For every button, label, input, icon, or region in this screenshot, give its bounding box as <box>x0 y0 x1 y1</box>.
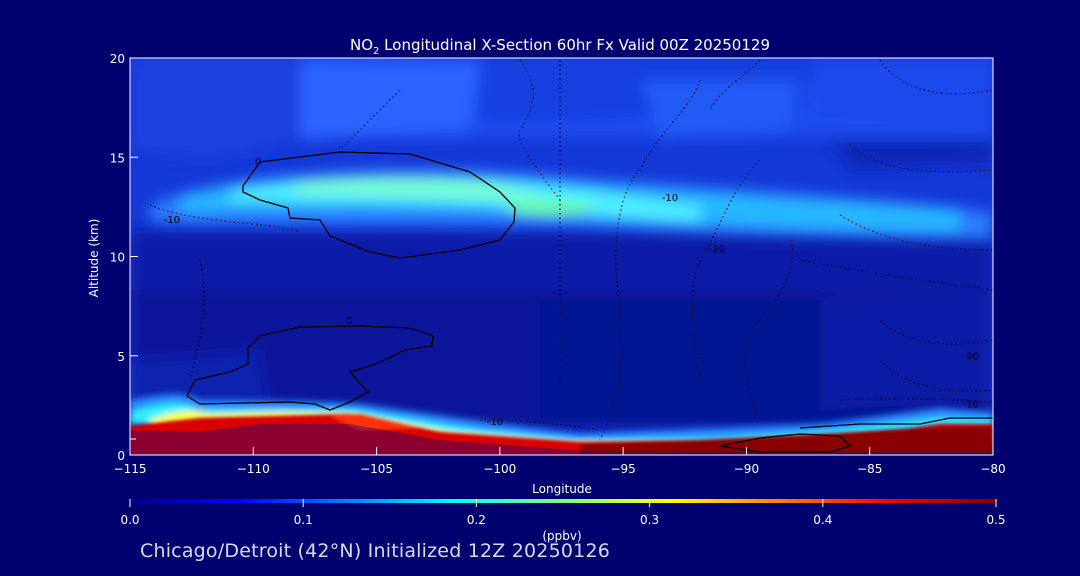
colorbar-label: (ppbv) <box>542 529 581 543</box>
contour-labels: 0 -10 -10 -20 0 -90 -10 -10 <box>164 157 979 428</box>
x-axis-label: Longitude <box>532 482 592 496</box>
contour-label: -20 <box>709 245 725 256</box>
x-tick-label: −105 <box>360 462 393 476</box>
x-tick-label: −95 <box>610 462 635 476</box>
colorbar-tick-label: 0.4 <box>813 513 832 527</box>
plot-area: 0 -10 -10 -20 0 -90 -10 -10 <box>130 58 993 455</box>
x-tick-label: −90 <box>734 462 759 476</box>
lower-zero-contour <box>186 325 434 411</box>
colorbar-tick-label: 0.0 <box>120 513 139 527</box>
contour-label: -10 <box>487 417 503 428</box>
x-axis-ticks: −115 −110 −105 −100 −95 −90 −85 −80 <box>114 447 1006 476</box>
y-tick-label: 0 <box>117 449 125 463</box>
y-axis-ticks: 0 5 10 15 20 <box>110 52 138 463</box>
x-tick-label: −85 <box>857 462 882 476</box>
upper-plume <box>150 169 993 240</box>
title-subscript: 2 <box>373 46 379 57</box>
x-tick-label: −80 <box>980 462 1005 476</box>
colorbar-tick-label: 0.2 <box>467 513 486 527</box>
upper-zero-contour <box>242 151 516 259</box>
colorbar-ticks: 0.0 0.1 0.2 0.3 0.4 0.5 <box>120 499 1006 527</box>
mid-field <box>130 230 993 430</box>
y-tick-label: 5 <box>117 350 125 364</box>
y-tick-label: 10 <box>110 251 125 265</box>
x-tick-label: −100 <box>483 462 516 476</box>
x-tick-label: −115 <box>114 462 147 476</box>
surface-contour-far-east <box>799 417 993 429</box>
contour-label: -10 <box>164 215 180 226</box>
title-rest: Longitudinal X-Section 60hr Fx Valid 00Z… <box>379 36 770 54</box>
y-tick-label: 15 <box>110 151 125 165</box>
contour-label: -10 <box>662 193 678 204</box>
colorbar-tick-label: 0.1 <box>294 513 313 527</box>
boundary-layer-peak <box>130 414 993 455</box>
colorbar-tick-label: 0.5 <box>986 513 1005 527</box>
solid-contours <box>186 151 993 453</box>
caption-initialization: Chicago/Detroit (42°N) Initialized 12Z 2… <box>140 540 611 562</box>
y-tick-label: 20 <box>110 52 125 66</box>
contour-label: -90 <box>963 352 979 363</box>
upper-field <box>130 58 993 170</box>
contour-label: 0 <box>255 157 261 168</box>
colorbar: 0.0 0.1 0.2 0.3 0.4 0.5 (ppbv) <box>120 499 1006 543</box>
contour-label: 0 <box>346 316 352 327</box>
colorbar-tick-label: 0.3 <box>640 513 659 527</box>
x-tick-label: −110 <box>237 462 270 476</box>
surface-contour-east <box>719 433 852 453</box>
contour-label: -10 <box>963 399 979 410</box>
title-species: NO <box>350 36 373 54</box>
terrain-mask <box>130 424 993 455</box>
plot-title: NO2 Longitudinal X-Section 60hr Fx Valid… <box>350 36 770 57</box>
y-axis-label: Altitude (km) <box>87 219 101 298</box>
dotted-contours <box>149 59 993 441</box>
colorbar-bar <box>130 499 996 503</box>
